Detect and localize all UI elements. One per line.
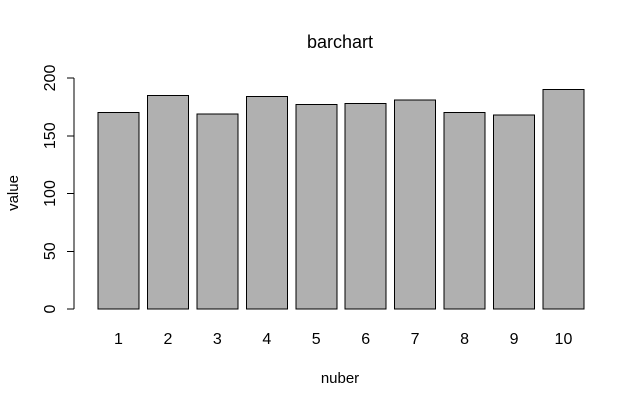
bar-2 [146, 94, 189, 310]
bar-9 [493, 114, 536, 310]
x-axis-label: nuber [321, 370, 359, 387]
x-tick-label: 8 [460, 331, 469, 348]
bar-6 [344, 102, 387, 310]
bar-10 [542, 89, 585, 310]
bar-1 [97, 112, 140, 310]
chart-title: barchart [307, 32, 373, 52]
bar-5 [295, 104, 338, 310]
bar-3 [196, 113, 239, 310]
bar-8 [443, 112, 486, 310]
bars-group [97, 89, 585, 310]
y-tick-label: 150 [42, 122, 59, 149]
bar-7 [394, 99, 437, 310]
x-tick-label: 4 [262, 331, 271, 348]
x-tick-label: 3 [213, 331, 222, 348]
x-tick-label: 10 [555, 331, 573, 348]
y-tick-label: 200 [42, 65, 59, 92]
y-axis-label: value [5, 175, 22, 211]
y-tick-label: 0 [42, 304, 59, 313]
x-tick-label: 5 [312, 331, 321, 348]
bar-4 [245, 95, 288, 310]
x-tick-label: 9 [510, 331, 519, 348]
y-axis: 0 50 100 150 200 [42, 65, 75, 313]
x-tick-label: 6 [361, 331, 370, 348]
y-tick-label: 100 [42, 180, 59, 207]
y-tick-label: 50 [42, 242, 59, 260]
x-axis-tick-labels: 1 2 3 4 5 6 7 8 9 10 [114, 331, 572, 348]
x-tick-label: 2 [163, 331, 172, 348]
x-tick-label: 7 [411, 331, 420, 348]
x-tick-label: 1 [114, 331, 123, 348]
